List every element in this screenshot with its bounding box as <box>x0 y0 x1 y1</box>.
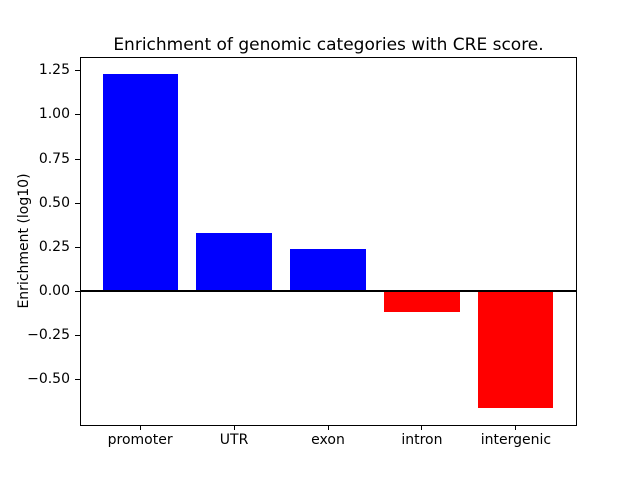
x-tick-mark <box>515 425 517 430</box>
y-tick-label: 0.25 <box>38 238 70 255</box>
x-tick-label-UTR: UTR <box>219 432 249 448</box>
x-tick-mark <box>421 425 423 430</box>
y-tick-mark <box>75 379 80 381</box>
bar-UTR <box>196 232 272 292</box>
y-tick-label: −0.25 <box>27 327 70 344</box>
x-tick-mark <box>139 425 141 430</box>
x-tick-label-intron: intron <box>401 432 443 448</box>
x-tick-mark <box>233 425 235 430</box>
plot-area <box>80 57 577 426</box>
zero-line <box>81 290 576 293</box>
y-tick-mark <box>75 335 80 337</box>
y-tick-mark <box>75 114 80 116</box>
x-tick-label-intergenic: intergenic <box>480 432 552 448</box>
bar-intron <box>384 291 460 313</box>
y-tick-label: 1.25 <box>38 62 70 79</box>
bar-promoter <box>102 73 178 292</box>
bar-intergenic <box>478 291 554 408</box>
x-tick-label-promoter: promoter <box>107 432 173 448</box>
x-tick-label-exon: exon <box>311 432 345 448</box>
y-tick-label: −0.50 <box>27 371 70 388</box>
chart-title: Enrichment of genomic categories with CR… <box>113 35 544 55</box>
y-tick-mark <box>75 158 80 160</box>
y-tick-mark <box>75 291 80 293</box>
y-tick-label: 0.00 <box>38 283 70 300</box>
bar-exon <box>290 248 366 292</box>
y-tick-mark <box>75 246 80 248</box>
y-tick-mark <box>75 70 80 72</box>
y-tick-label: 0.50 <box>38 194 70 211</box>
y-tick-label: 1.00 <box>38 106 70 123</box>
y-tick-mark <box>75 202 80 204</box>
y-tick-label: 0.75 <box>38 150 70 167</box>
x-tick-mark <box>327 425 329 430</box>
